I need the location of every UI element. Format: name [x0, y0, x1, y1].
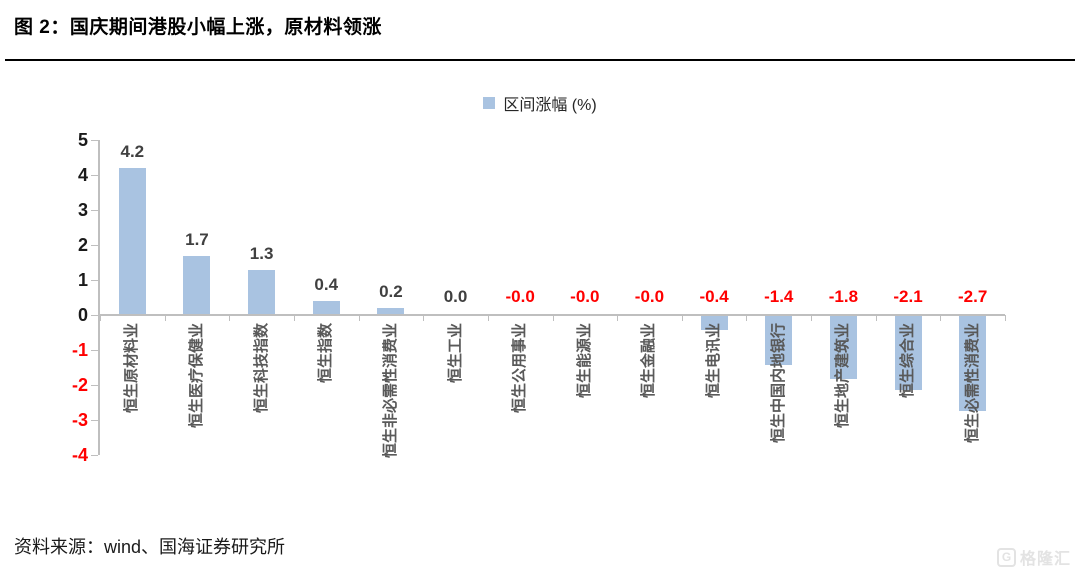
bar-value-label: -1.4 — [764, 287, 794, 306]
y-axis-tick — [91, 315, 98, 316]
category-label-text: 恒生必需性消费业 — [963, 323, 981, 444]
y-axis-tick — [91, 420, 98, 421]
category-label-text: 恒生原材料业 — [123, 323, 141, 414]
y-tick-label: 0 — [77, 305, 88, 325]
bar-value-label: -0.0 — [570, 287, 600, 306]
category-label-text: 恒生地产建筑业 — [834, 323, 852, 429]
x-axis-tick — [811, 315, 813, 321]
bar-value-label: 0.0 — [443, 287, 468, 306]
y-tick-label: -3 — [71, 410, 88, 430]
category-label: 恒生必需性消费业 — [964, 323, 1080, 443]
bar — [829, 316, 857, 379]
y-axis-line — [98, 140, 100, 455]
bar-value-label: -1.8 — [828, 287, 859, 306]
category-label-text: 恒生医疗保健业 — [187, 323, 205, 429]
category-label-text: 恒生能源业 — [575, 323, 593, 399]
bar — [312, 301, 340, 315]
category-label: 恒生工业 — [447, 323, 507, 383]
bar — [700, 316, 728, 330]
category-label-text: 恒生金融业 — [640, 323, 658, 399]
category-label-text: 恒生综合业 — [899, 323, 917, 399]
bar-value-label: 4.2 — [120, 142, 145, 161]
category-label-text: 恒生工业 — [446, 323, 464, 384]
chart-legend: 区间涨幅 (%) — [0, 91, 1080, 115]
bar-value-label: -2.1 — [893, 287, 923, 306]
y-axis-tick — [91, 140, 98, 141]
gelonghui-watermark: G 格隆汇 — [996, 545, 1071, 569]
gelonghui-logo-icon: G — [996, 547, 1016, 567]
x-axis-tick — [1005, 315, 1006, 321]
bar — [377, 308, 405, 315]
y-tick-label: 1 — [77, 270, 88, 290]
bar — [118, 168, 146, 315]
y-axis-tick — [91, 245, 98, 246]
x-axis-tick — [617, 315, 619, 321]
y-axis-tick — [91, 455, 98, 456]
category-label-text: 恒生中国内地银行 — [769, 323, 787, 444]
x-axis-tick — [552, 315, 554, 321]
x-axis-tick — [229, 315, 231, 321]
bar — [894, 316, 922, 390]
bar-value-label: -0.0 — [505, 287, 535, 306]
y-tick-label: 4 — [77, 165, 88, 185]
category-label-text: 恒生指数 — [317, 323, 335, 384]
x-axis-tick — [100, 315, 101, 321]
legend-label: 区间涨幅 (%) — [503, 97, 597, 114]
y-tick-label: 5 — [77, 130, 88, 150]
legend-swatch-icon — [483, 97, 496, 109]
y-axis-tick — [91, 210, 98, 211]
y-axis-tick — [91, 350, 98, 351]
y-tick-label: -1 — [71, 340, 88, 360]
y-tick-label: 3 — [77, 200, 88, 220]
bar — [248, 269, 276, 315]
y-axis-tick — [91, 280, 98, 281]
x-axis-tick — [487, 315, 489, 321]
x-axis-tick — [423, 315, 425, 321]
x-axis-tick — [293, 315, 295, 321]
bar-value-label: -0.0 — [634, 287, 665, 306]
watermark-text: 格隆汇 — [1019, 551, 1071, 568]
x-axis-tick — [875, 315, 877, 321]
x-axis-tick — [746, 315, 748, 321]
y-axis-tick — [91, 175, 98, 176]
figure-title: 图 2：国庆期间港股小幅上涨，原材料领涨 — [14, 17, 382, 38]
category-label-text: 恒生科技指数 — [252, 323, 270, 414]
y-tick-label: -2 — [71, 375, 88, 395]
x-axis-tick — [681, 315, 683, 321]
x-axis-tick — [940, 315, 942, 321]
x-axis-tick — [164, 315, 166, 321]
bar-value-label: 0.2 — [379, 282, 403, 301]
y-tick-label: -4 — [71, 445, 88, 465]
bar — [183, 255, 211, 315]
source-note: 资料来源：wind、国海证券研究所 — [14, 537, 286, 557]
category-label: 恒生指数 — [317, 323, 377, 383]
y-tick-label: 2 — [77, 235, 88, 255]
bar — [959, 316, 987, 411]
bar-value-label: -2.7 — [958, 287, 988, 306]
category-label-text: 恒生非必需性消费业 — [381, 323, 399, 459]
x-axis-tick — [358, 315, 360, 321]
bar-value-label: 0.4 — [314, 275, 339, 294]
category-label-text: 恒生电讯业 — [705, 323, 723, 399]
y-axis-tick — [91, 385, 98, 386]
bar-value-label: 1.7 — [185, 229, 209, 249]
bar-value-label: 1.3 — [249, 243, 274, 263]
category-label-text: 恒生公用事业 — [511, 323, 529, 414]
bar — [765, 316, 793, 365]
bar-value-label: -0.4 — [699, 287, 729, 306]
title-divider — [5, 59, 1075, 61]
